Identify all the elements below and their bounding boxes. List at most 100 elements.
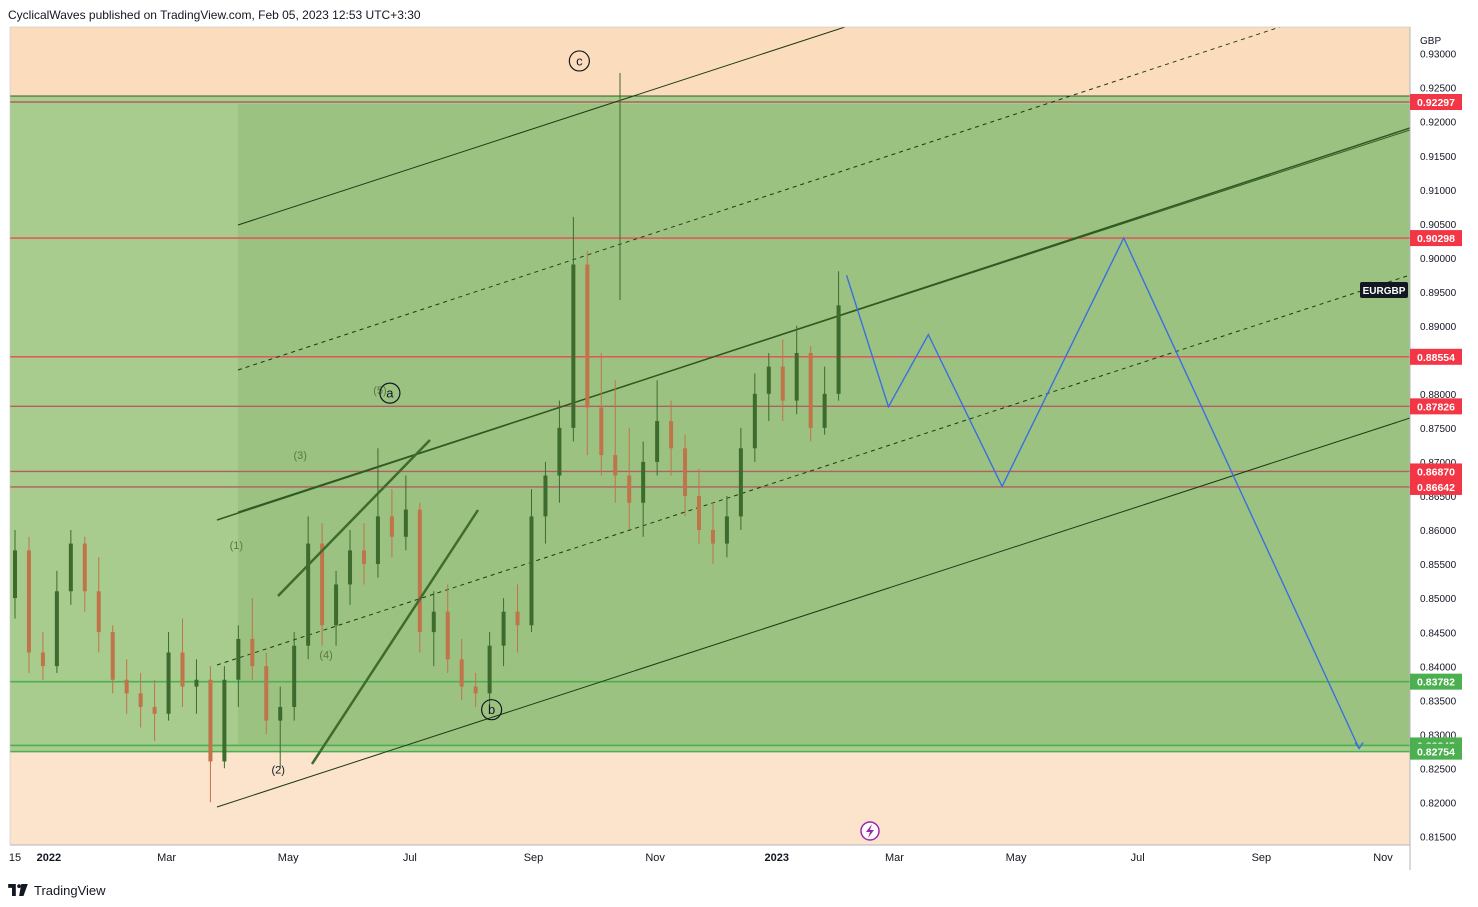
level-tag-4 bbox=[1410, 463, 1462, 480]
candle-body-36 bbox=[515, 611, 520, 626]
candle-body-55 bbox=[780, 366, 785, 401]
candle-body-52 bbox=[738, 448, 743, 517]
footer-brand[interactable]: TradingView bbox=[8, 880, 106, 900]
candle-body-14 bbox=[208, 679, 213, 762]
candle-body-24 bbox=[348, 550, 353, 585]
candle-body-16 bbox=[236, 638, 241, 680]
price-tick-6: 0.90000 bbox=[1420, 254, 1457, 265]
wave-labels: (1)(2)(3)(4)(5) abc bbox=[230, 50, 590, 777]
price-tick-16: 0.85000 bbox=[1420, 594, 1457, 605]
price-tick-17: 0.84500 bbox=[1420, 628, 1457, 639]
level-tag-6 bbox=[1410, 673, 1462, 690]
wave-circle-2 bbox=[568, 50, 590, 72]
candle-body-45 bbox=[641, 461, 646, 503]
wave-label-1: (2) bbox=[272, 765, 285, 777]
symbol-tag-label: EURGBP bbox=[1363, 286, 1406, 297]
candle-body-19 bbox=[278, 706, 283, 721]
candle-body-13 bbox=[194, 679, 199, 687]
projection-polyline bbox=[845, 236, 1360, 749]
price-tick-23: 0.81500 bbox=[1420, 833, 1457, 844]
candle-body-40 bbox=[571, 264, 576, 428]
candle-body-32 bbox=[459, 659, 464, 687]
price-tick-0: 0.93000 bbox=[1420, 50, 1457, 61]
candle-body-46 bbox=[655, 421, 660, 462]
candle-body-25 bbox=[361, 550, 366, 565]
time-tick-12: Nov bbox=[1373, 852, 1393, 864]
wave-circle-label-0: a bbox=[386, 386, 394, 401]
footer-brand-label: TradingView bbox=[34, 882, 106, 898]
impulse-upper-line bbox=[277, 439, 431, 597]
wave-circle-1 bbox=[481, 699, 503, 721]
candle-body-41 bbox=[585, 264, 590, 408]
main-channel-line-2 bbox=[237, 129, 1410, 513]
level-label-5: 0.86642 bbox=[1417, 482, 1455, 494]
candle-body-0 bbox=[13, 550, 17, 599]
candle-body-17 bbox=[250, 638, 255, 667]
time-tick-10: Jul bbox=[1131, 852, 1145, 864]
price-level-labels: 0.92297 0.90298 0.88554 0.87826 0.86870 0.866… bbox=[1410, 94, 1462, 760]
level-label-8: 0.82754 bbox=[1417, 747, 1455, 759]
currency-label: GBP bbox=[1420, 36, 1441, 47]
candle-body-44 bbox=[627, 475, 632, 503]
candle-body-27 bbox=[389, 516, 394, 537]
symbol-tag: EURGBP bbox=[1360, 282, 1408, 298]
candle-body-31 bbox=[445, 611, 450, 660]
projection-path bbox=[845, 236, 1364, 750]
wave-label-2: (3) bbox=[293, 450, 306, 462]
price-tick-20: 0.83000 bbox=[1420, 730, 1457, 741]
candle-body-2 bbox=[40, 652, 45, 667]
level-tag-0 bbox=[1410, 94, 1462, 110]
candle-body-48 bbox=[683, 448, 688, 496]
candle-body-9 bbox=[138, 693, 143, 707]
level-tag-1 bbox=[1410, 230, 1462, 247]
level-label-4: 0.86870 bbox=[1417, 466, 1455, 478]
level-label-0: 0.92297 bbox=[1417, 97, 1455, 109]
candle-body-37 bbox=[529, 516, 534, 626]
plot-background-top-band bbox=[10, 27, 1410, 95]
price-tick-10: 0.88000 bbox=[1420, 390, 1457, 401]
tradingview-logo-icon bbox=[8, 884, 28, 896]
candle-body-3 bbox=[54, 591, 59, 667]
price-tick-19: 0.83500 bbox=[1420, 696, 1457, 707]
price-level-lines bbox=[10, 95, 1410, 753]
price-tick-8: 0.89000 bbox=[1420, 322, 1457, 333]
upper-mid-dashed-line bbox=[237, 27, 1281, 371]
candle-body-43 bbox=[613, 455, 618, 476]
price-tick-11: 0.87500 bbox=[1420, 424, 1457, 435]
candle-body-15 bbox=[222, 679, 227, 762]
wave-label-3: (4) bbox=[319, 650, 332, 662]
price-tick-21: 0.82500 bbox=[1420, 764, 1457, 775]
candle-body-21 bbox=[306, 543, 311, 646]
time-tick-1: 2022 bbox=[37, 852, 61, 864]
time-tick-0: 15 bbox=[9, 852, 21, 864]
price-tick-1: 0.92500 bbox=[1420, 84, 1457, 95]
time-tick-6: Nov bbox=[645, 852, 665, 864]
candle-body-35 bbox=[501, 611, 506, 646]
time-tick-3: May bbox=[278, 852, 299, 864]
time-tick-8: Mar bbox=[885, 852, 904, 864]
candle-body-54 bbox=[766, 366, 771, 394]
price-axis-ticks: 0.93000 0.92500 0.92000 0.91500 0.91000 0.905… bbox=[1420, 50, 1457, 844]
price-tick-13: 0.86500 bbox=[1420, 492, 1457, 503]
upper-channel-line bbox=[237, 27, 846, 226]
time-tick-7: 2023 bbox=[765, 852, 789, 864]
level-tag-8 bbox=[1410, 743, 1462, 760]
wave-circle-0 bbox=[379, 382, 401, 404]
impulse-lower-line bbox=[310, 509, 480, 765]
candle-body-34 bbox=[487, 645, 492, 694]
candle-body-23 bbox=[334, 584, 339, 626]
level-label-3: 0.87826 bbox=[1417, 401, 1455, 413]
candle-body-39 bbox=[557, 427, 562, 476]
lightning-icon[interactable] bbox=[860, 821, 880, 841]
price-tick-4: 0.91000 bbox=[1420, 186, 1457, 197]
candle-body-5 bbox=[82, 543, 87, 592]
candle-body-42 bbox=[599, 407, 604, 456]
impulse-channel-lines bbox=[277, 439, 480, 765]
candle-body-53 bbox=[752, 393, 757, 449]
candle-body-6 bbox=[96, 591, 101, 633]
time-tick-11: Sep bbox=[1252, 852, 1272, 864]
candle-body-30 bbox=[431, 611, 436, 633]
time-axis-ticks: 15 2022 Mar May Jul Sep Nov 2023 Mar May Jul Sep Nov bbox=[9, 852, 1393, 864]
time-tick-4: Jul bbox=[403, 852, 417, 864]
